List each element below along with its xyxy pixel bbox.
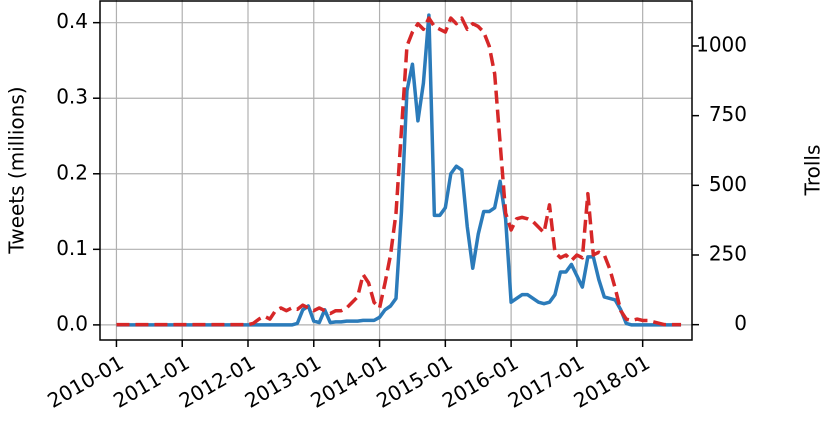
series-line xyxy=(116,13,682,327)
x-tick-label: 2018-01 xyxy=(570,350,654,413)
y-axis-label: Tweets (millions) xyxy=(5,86,29,254)
y-tick-label: 0.0 xyxy=(56,311,88,335)
y-tick-label: 0.3 xyxy=(56,85,88,109)
y2-tick-label: 0 xyxy=(734,311,747,335)
y2-tick-label: 500 xyxy=(709,172,747,196)
y-tick-label: 0.4 xyxy=(56,9,88,33)
plot-frame xyxy=(99,0,693,341)
y2-tick-label: 750 xyxy=(709,102,747,126)
y2-tick-label: 250 xyxy=(709,242,747,266)
series-line xyxy=(116,16,682,327)
y-tick-label: 0.1 xyxy=(56,236,88,260)
y-tick-label: 0.2 xyxy=(56,160,88,184)
y2-tick-label: 1000 xyxy=(696,32,747,56)
y2-axis-label: Trolls xyxy=(801,145,825,197)
